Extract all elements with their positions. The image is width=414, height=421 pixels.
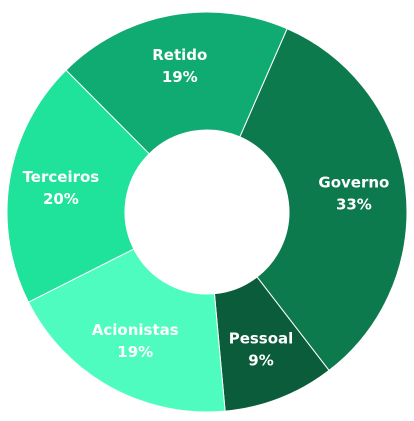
donut-slice	[27, 248, 226, 413]
slice-label: Pessoal	[229, 329, 294, 347]
slice-label: Governo	[318, 173, 389, 191]
donut-slice	[6, 69, 150, 303]
slice-value-label: 33%	[336, 195, 372, 213]
slice-value-label: 9%	[248, 351, 273, 369]
donut-slice	[239, 28, 408, 372]
slice-value-label: 19%	[162, 68, 198, 86]
slice-value-label: 19%	[117, 343, 153, 361]
donut-slice	[65, 11, 288, 155]
slice-label: Retido	[152, 46, 207, 64]
slice-label: Terceiros	[23, 168, 100, 186]
slice-label: Acionistas	[92, 321, 179, 339]
slice-value-label: 20%	[43, 190, 79, 208]
